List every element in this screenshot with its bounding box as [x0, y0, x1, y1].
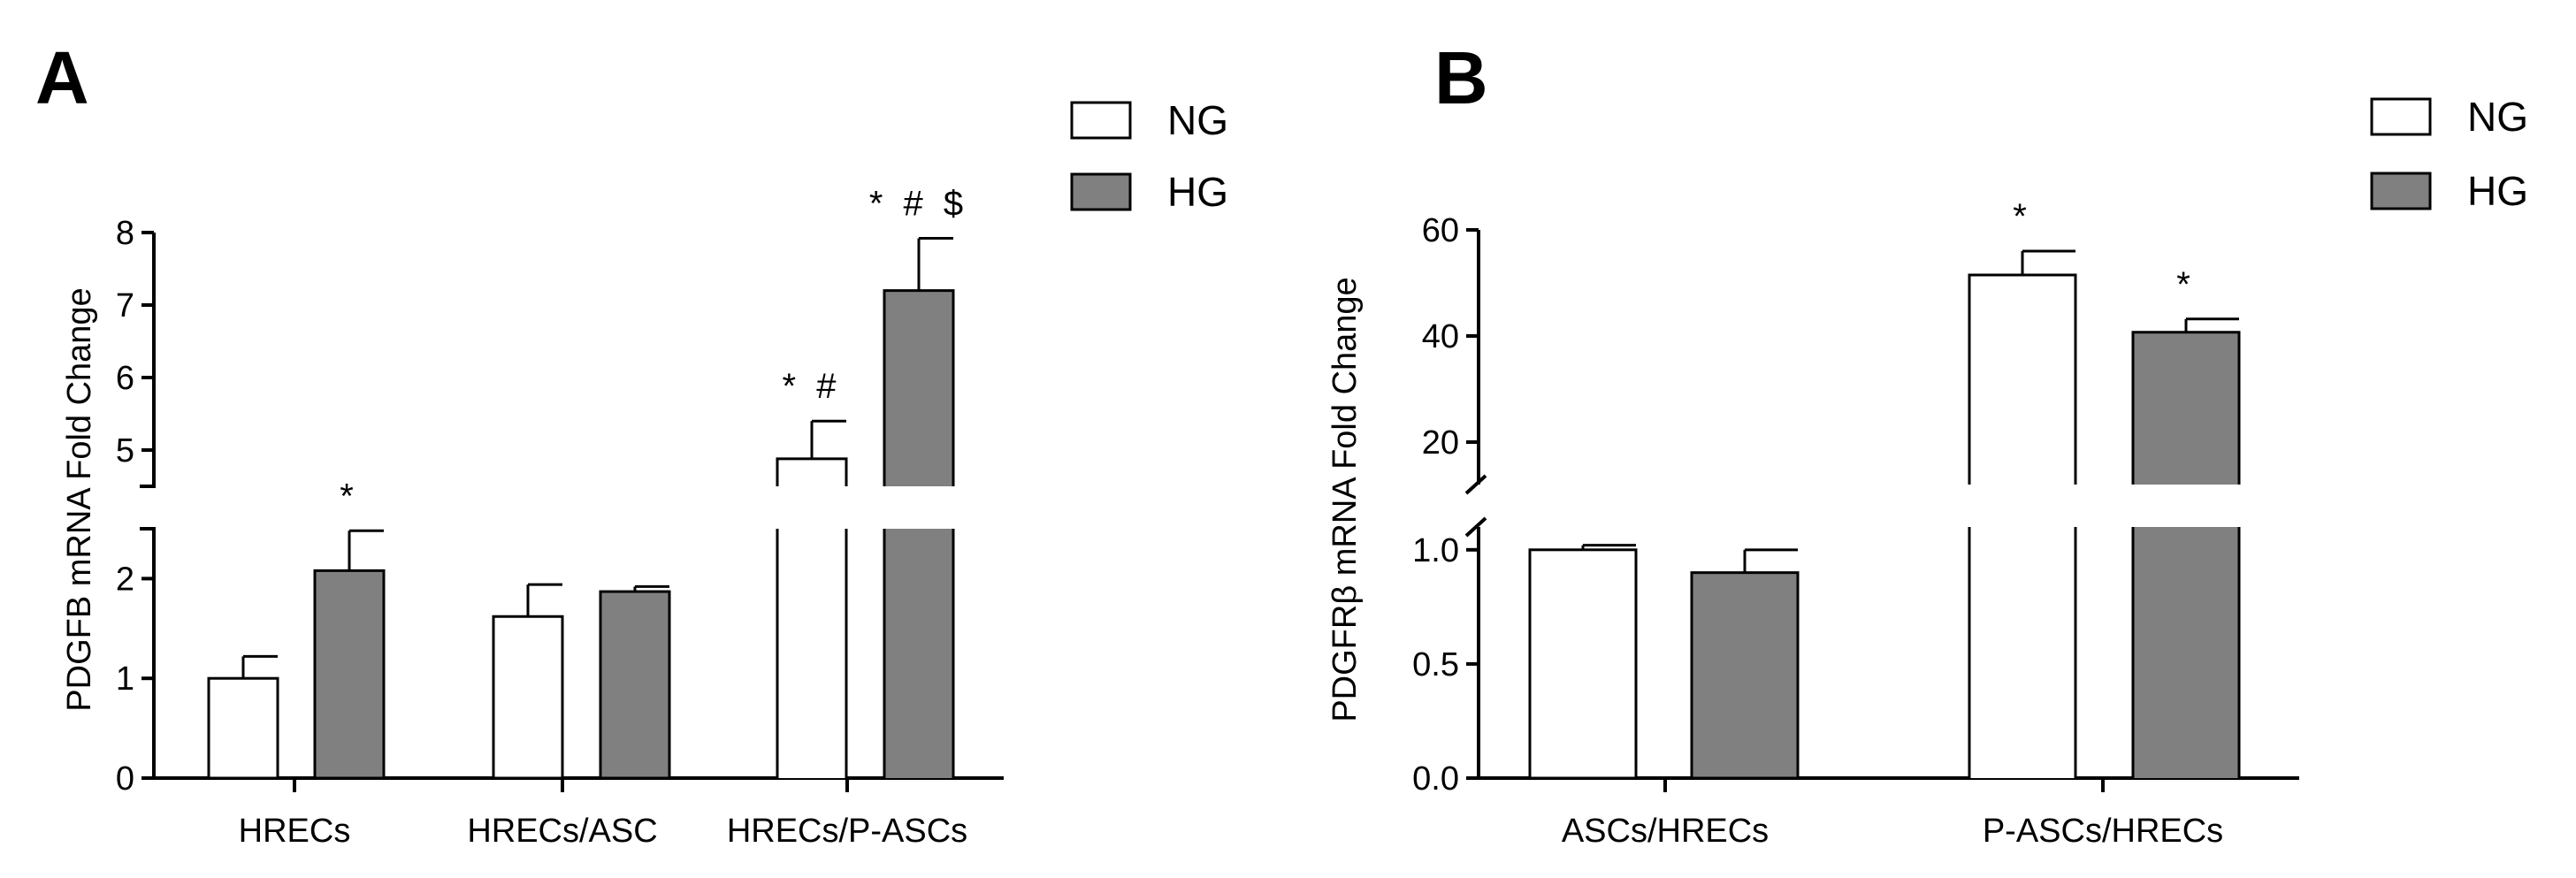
panel-b-plot: 0.0 0.5 1.0 20 40 60 * * ASCs/HRECs P-ASCs/HRECs: [1412, 197, 2299, 850]
panel-a-y-axis-label: PDGFB mRNA Fold Change: [61, 287, 98, 711]
significance-mark: *: [2013, 197, 2032, 236]
legend-a-ng-swatch: [1070, 101, 1132, 140]
y-tick-label-upper: 5: [116, 432, 134, 470]
y-tick-label-upper: 8: [116, 215, 134, 252]
bar-segment-lower: [777, 529, 846, 778]
x-category-label: HRECs: [239, 813, 351, 850]
bar-hg-0: [1690, 571, 1800, 780]
panel-b-letter: B: [1434, 36, 1488, 119]
y-tick-label-lower: 1.0: [1412, 532, 1459, 569]
bar-hg-0: [313, 569, 386, 780]
y-tick-label-upper: 6: [116, 360, 134, 397]
panel-a-legend: NG HG: [1070, 97, 1228, 215]
x-category-label: HRECs/ASC: [467, 813, 657, 850]
bar-segment-lower: [2133, 527, 2239, 778]
panel-a-plot: 0 1 2 5 6 7 8 * * # * # $ HRECs HRECs/ASC HRECs/P-AS…: [116, 185, 1004, 850]
panel-b: B PDGFRβ mRNA Fold Change 0.0 0.5 1.0 20 40 6…: [1326, 36, 2528, 850]
bar-ng-1: [492, 615, 564, 780]
legend-b-ng-label: NG: [2467, 94, 2528, 140]
legend-a-ng-label: NG: [1167, 97, 1228, 143]
x-category-label: P-ASCs/HRECs: [1983, 813, 2223, 850]
y-tick-label-upper: 7: [116, 287, 134, 324]
bar-segment-lower: [884, 529, 953, 778]
bar-hg-1: [2131, 331, 2241, 485]
y-tick-label-upper: 60: [1422, 212, 1459, 249]
significance-mark: *: [2176, 265, 2196, 304]
y-tick-label-lower: 0.5: [1412, 646, 1459, 683]
panel-b-y-axis-label: PDGFRβ mRNA Fold Change: [1326, 277, 1364, 721]
bar-ng-2: [776, 457, 848, 486]
bar-segment-lower: [1969, 527, 2075, 778]
axis-break-mark: [1464, 474, 1487, 495]
y-tick-label-lower: 0: [116, 760, 134, 798]
panel-b-legend: NG HG: [2370, 94, 2528, 214]
significance-mark: * # $: [869, 185, 968, 224]
axis-break-mark: [1464, 516, 1487, 538]
legend-b-hg-swatch: [2370, 172, 2432, 210]
legend-b-hg-label: HG: [2467, 168, 2528, 214]
bar-hg-2: [883, 289, 955, 486]
significance-mark: * #: [783, 367, 842, 406]
x-category-label: HRECs/P-ASCs: [727, 813, 967, 850]
bar-ng-0: [207, 676, 279, 780]
legend-a-hg-label: HG: [1167, 169, 1228, 215]
bar-ng-1: [1968, 273, 2077, 485]
y-tick-label-lower: 0.0: [1412, 760, 1459, 798]
panel-a-letter: A: [35, 36, 89, 119]
bar-ng-0: [1528, 548, 1638, 780]
x-category-label: ASCs/HRECs: [1562, 813, 1769, 850]
y-tick-label-lower: 2: [116, 561, 134, 598]
bar-hg-1: [599, 590, 671, 780]
y-tick-label-lower: 1: [116, 660, 134, 698]
y-tick-label-upper: 40: [1422, 318, 1459, 355]
significance-mark: *: [340, 477, 359, 515]
y-tick-label-upper: 20: [1422, 424, 1459, 462]
legend-b-ng-swatch: [2370, 97, 2432, 136]
panel-a: A PDGFB mRNA Fold Change 0 1 2 5 6 7 8 * * # * # …: [35, 36, 1228, 850]
legend-a-hg-swatch: [1070, 172, 1132, 211]
